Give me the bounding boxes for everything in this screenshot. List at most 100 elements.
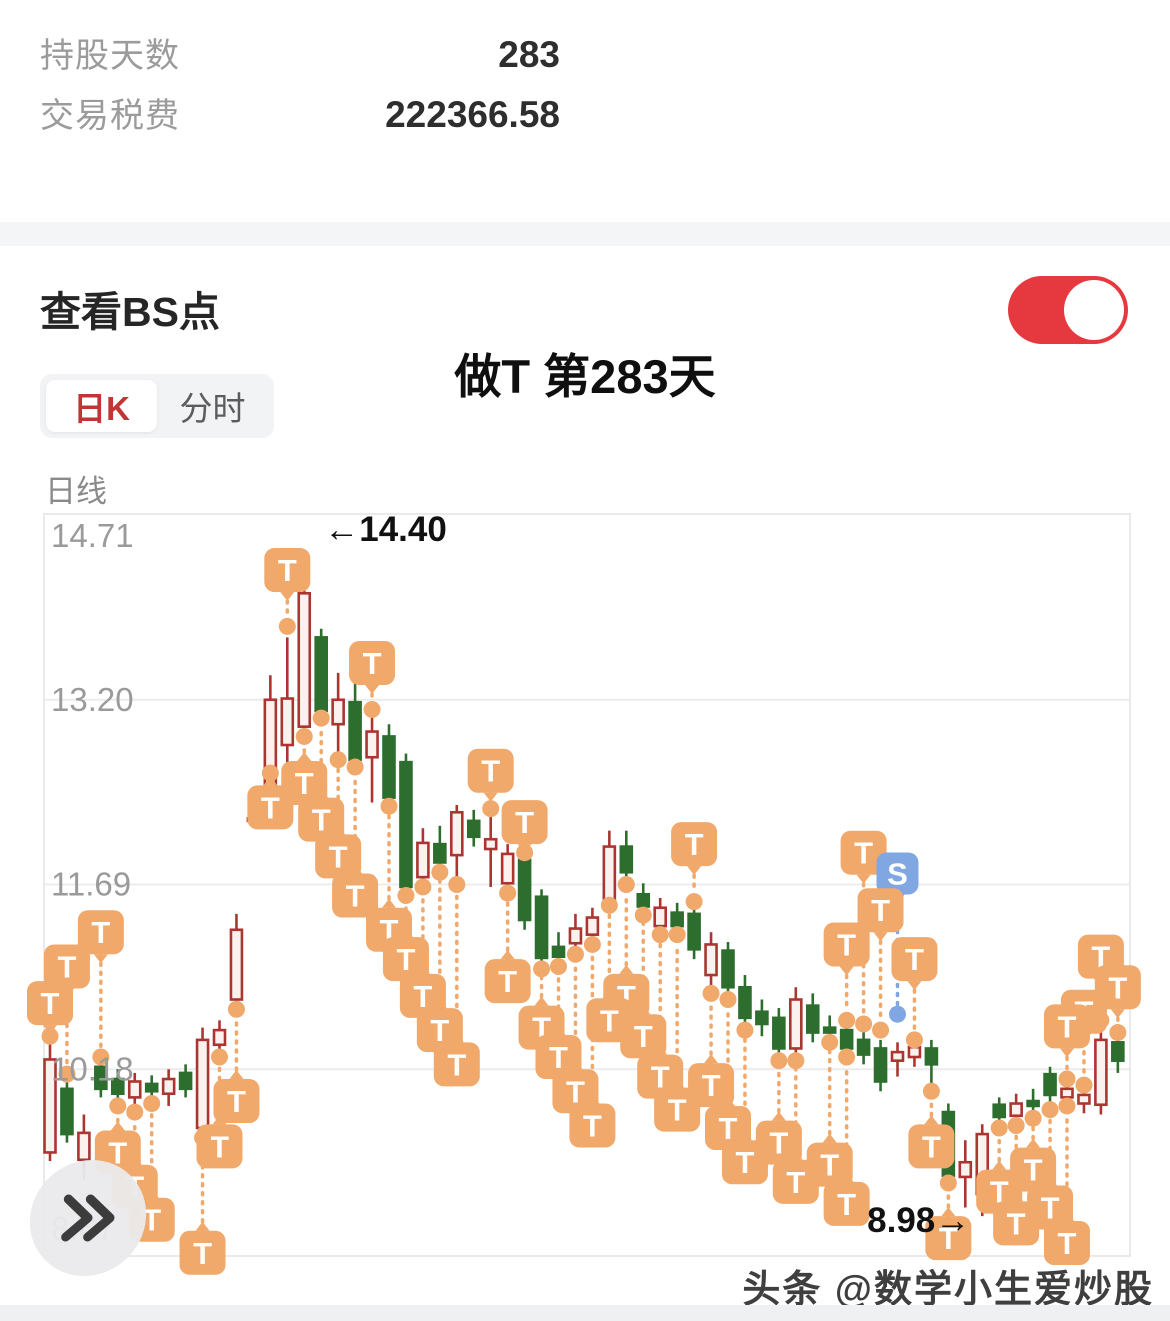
buy-t-marker-tag[interactable] [925, 1216, 972, 1261]
buy-t-marker-tag[interactable] [179, 1230, 226, 1275]
double-chevron-right-icon [61, 1194, 115, 1242]
marker-anchor-dot [1075, 1076, 1093, 1094]
marker-anchor-dot [905, 1031, 923, 1049]
marker-anchor-dot [1007, 1117, 1025, 1135]
buy-t-marker-tag[interactable] [823, 1181, 870, 1226]
marker-notch [500, 950, 515, 960]
marker-anchor-dot [1109, 1024, 1127, 1042]
price-annotation: ←14.40 [324, 510, 447, 549]
candle-body [449, 811, 464, 857]
marker-anchor-dot [431, 863, 449, 881]
y-axis-label: 14.71 [51, 517, 134, 554]
candle-body [229, 928, 244, 1001]
buy-t-marker-tag[interactable] [332, 873, 379, 918]
marker-anchor-dot [702, 984, 720, 1002]
buy-t-marker-tag[interactable] [569, 1103, 616, 1148]
view-bs-points-label: 查看BS点 [40, 289, 220, 335]
marker-letter: T [634, 1019, 653, 1054]
marker-letter: T [57, 949, 76, 984]
marker-anchor-dot [143, 1095, 161, 1113]
marker-notch [348, 864, 363, 874]
marker-letter: T [193, 1236, 212, 1271]
expand-chart-button[interactable] [25, 1160, 151, 1276]
buy-t-marker-tag[interactable] [891, 937, 938, 982]
buy-t-marker-tag[interactable] [382, 937, 429, 982]
buy-t-marker-tag[interactable] [77, 910, 124, 955]
toggle-knob-icon [1064, 280, 1124, 340]
marker-letter: T [939, 1221, 958, 1256]
marker-anchor-dot [617, 876, 635, 893]
buy-t-marker-tag[interactable] [484, 959, 531, 1004]
buy-t-marker-tag[interactable] [315, 834, 362, 879]
buy-t-marker-tag[interactable] [433, 1042, 480, 1087]
marker-letter: T [837, 927, 856, 962]
marker-letter: T [651, 1060, 670, 1095]
candle-body [924, 1047, 939, 1066]
marker-letter: T [549, 1040, 568, 1075]
buy-t-marker-tag[interactable] [501, 800, 548, 845]
buy-t-marker-tag[interactable] [1044, 1220, 1090, 1265]
candle-body [687, 912, 701, 951]
buy-t-marker-tag[interactable] [349, 641, 396, 686]
watermark: 头条 @数学小生爱炒股 [742, 1269, 1154, 1311]
marker-notch [704, 1054, 719, 1064]
marker-notch [331, 825, 346, 835]
marker-anchor-dot [41, 1027, 59, 1045]
marker-anchor-dot [194, 1129, 212, 1147]
bs-points-toggle[interactable] [1008, 276, 1128, 344]
buy-t-marker-tag[interactable] [857, 888, 904, 933]
candle-body [551, 945, 566, 958]
sell-marker-tag[interactable] [876, 852, 919, 895]
candle-body [94, 1065, 108, 1091]
marker-letter: T [719, 1111, 738, 1146]
buy-t-marker-tag[interactable] [43, 944, 90, 989]
candle-body [602, 845, 617, 903]
marker-notch [212, 1115, 227, 1125]
marker-anchor-dot [719, 991, 737, 1009]
buy-t-marker-tag[interactable] [993, 1201, 1040, 1246]
buy-t-marker-tag[interactable] [27, 981, 73, 1026]
marker-notch [941, 1207, 956, 1217]
buy-t-marker-tag[interactable] [467, 748, 514, 793]
marker-notch [687, 866, 702, 876]
marker-anchor-dot [855, 1015, 873, 1033]
marker-anchor-dot [346, 758, 364, 776]
marker-letter: T [1058, 1226, 1077, 1261]
marker-letter: T [685, 827, 704, 862]
buy-t-marker-tag[interactable] [772, 1159, 819, 1204]
marker-anchor-dot [787, 1052, 805, 1070]
marker-letter: T [346, 879, 365, 914]
buy-t-marker-tag[interactable] [721, 1140, 768, 1185]
marker-letter: T [430, 1013, 449, 1048]
marker-anchor-dot [227, 1000, 245, 1018]
buy-t-marker-tag[interactable] [620, 1014, 667, 1059]
buy-t-marker-tag[interactable] [213, 1079, 260, 1124]
marker-notch [721, 1096, 735, 1106]
buy-t-marker-tag[interactable] [840, 830, 887, 875]
candle-body [433, 842, 447, 864]
candle-body [805, 1004, 820, 1034]
tab-daily-k[interactable]: 日K [46, 380, 157, 432]
buy-t-marker-tag[interactable] [823, 922, 870, 967]
marker-notch [771, 1111, 786, 1121]
marker-letter: T [922, 1129, 941, 1164]
buy-t-marker-tag[interactable] [264, 548, 311, 593]
marker-anchor-dot [685, 893, 703, 911]
marker-notch [602, 989, 617, 999]
buy-t-marker-tag[interactable] [654, 1087, 701, 1132]
marker-letter: T [413, 979, 432, 1014]
marker-notch [534, 996, 549, 1006]
marker-letter: S [887, 856, 908, 891]
candle-body [280, 697, 295, 747]
marker-letter: T [91, 915, 110, 950]
buy-t-marker-tag[interactable] [1044, 1004, 1090, 1049]
tab-intraday[interactable]: 分时 [179, 390, 246, 427]
buy-t-marker-tag[interactable] [247, 785, 294, 830]
buy-t-marker-tag[interactable] [298, 797, 345, 842]
marker-notch [365, 685, 380, 695]
marker-letter: T [41, 986, 60, 1021]
buy-t-marker-tag[interactable] [908, 1124, 955, 1169]
period-label: 日线 [45, 474, 107, 509]
buy-t-marker-tag[interactable] [671, 822, 718, 867]
